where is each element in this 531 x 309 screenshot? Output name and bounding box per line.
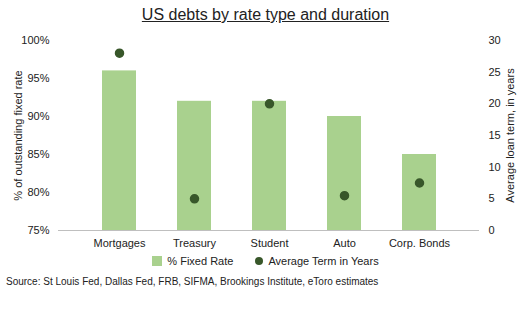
html-text:Average Term in Years: Average Term in Years: [268, 255, 379, 267]
svg-text:95%: 95%: [27, 72, 49, 84]
svg-text:Student: Student: [251, 237, 289, 249]
svg-text:Corp. Bonds: Corp. Bonds: [389, 237, 451, 249]
svg-text:100%: 100%: [21, 34, 49, 46]
svg-text:Treasury: Treasury: [173, 237, 216, 249]
svg-text:85%: 85%: [27, 148, 49, 160]
html-text:Source: St Louis Fed, Dallas F: Source: St Louis Fed, Dallas Fed, FRB, S…: [6, 276, 379, 287]
svg-text:5: 5: [489, 192, 495, 204]
svg-text:90%: 90%: [27, 110, 49, 122]
svg-text:Mortgages: Mortgages: [94, 237, 146, 249]
svg-text:Average loan term, in years: Average loan term, in years: [504, 68, 516, 203]
html-text:US debts by rate type and dura: US debts by rate type and duration: [141, 6, 390, 23]
svg-text:30: 30: [489, 34, 501, 46]
svg-text:15: 15: [489, 129, 501, 141]
svg-text:25: 25: [489, 66, 501, 78]
svg-text:10: 10: [489, 161, 501, 173]
svg-text:Auto: Auto: [333, 237, 356, 249]
svg-text:0: 0: [489, 224, 495, 236]
svg-text:20: 20: [489, 97, 501, 109]
svg-text:80%: 80%: [27, 186, 49, 198]
svg-text:% of outstanding fixed rate: % of outstanding fixed rate: [12, 70, 24, 200]
svg-text:75%: 75%: [27, 224, 49, 236]
html-text:% Fixed Rate: % Fixed Rate: [167, 255, 234, 267]
